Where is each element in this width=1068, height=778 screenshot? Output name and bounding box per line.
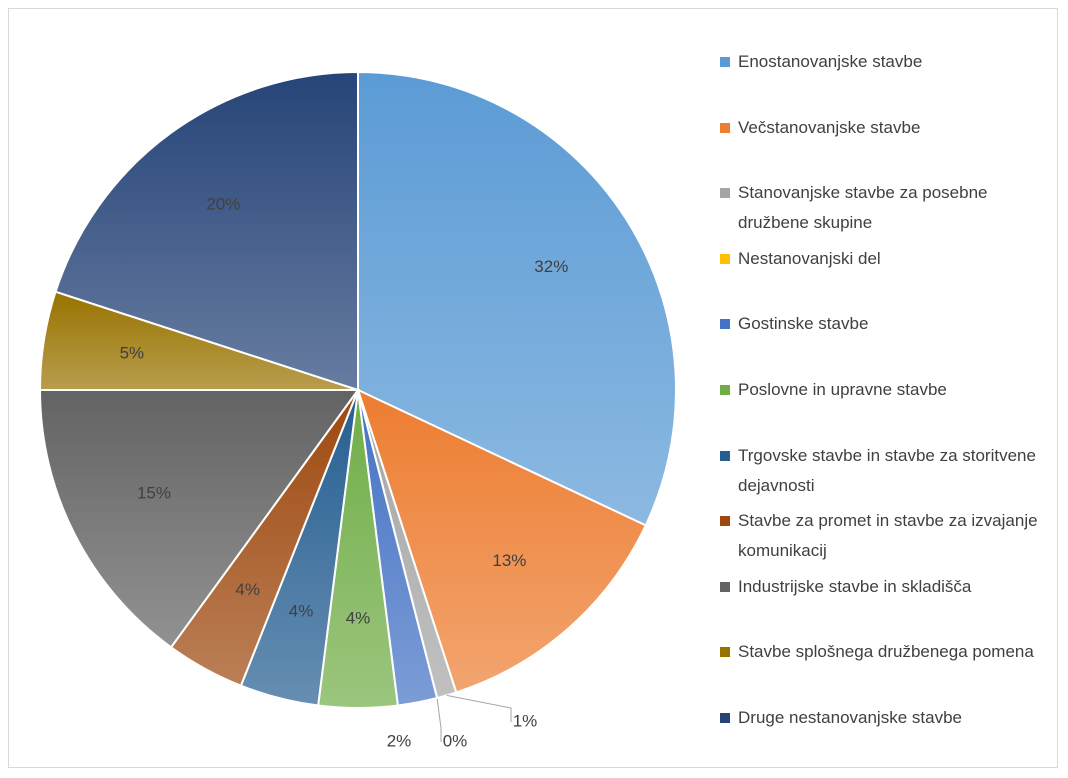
legend-swatch xyxy=(720,319,730,330)
legend-swatch xyxy=(720,57,730,67)
pie-slice xyxy=(54,70,359,392)
legend: Enostanovanjske stavbe Večstanovanjske st… xyxy=(718,47,1048,769)
legend-swatch xyxy=(720,581,730,592)
data-label: 13% xyxy=(492,551,526,570)
legend-label: Gostinske stavbe xyxy=(738,314,869,334)
legend-label: Stavbe za promet in stavbe za izvajanje … xyxy=(738,511,1038,561)
legend-item: Stavbe za promet in stavbe za izvajanje … xyxy=(718,506,1048,572)
data-label: 0% xyxy=(443,731,468,750)
legend-swatch xyxy=(720,122,730,133)
data-label: 15% xyxy=(137,483,171,502)
legend-item: Stanovanjske stavbe za posebne družbene … xyxy=(718,178,1048,244)
legend-label: Stavbe splošnega družbenega pomena xyxy=(738,642,1034,662)
data-label: 1% xyxy=(513,711,538,730)
data-label: 4% xyxy=(235,580,260,599)
data-label: 20% xyxy=(206,194,240,213)
legend-swatch xyxy=(720,384,730,395)
legend-item: Gostinske stavbe xyxy=(718,309,1048,375)
legend-item: Stavbe splošnega družbenega pomena xyxy=(718,637,1048,703)
legend-label: Večstanovanjske stavbe xyxy=(738,117,921,137)
legend-item: Druge nestanovanjske stavbe xyxy=(718,703,1048,769)
chart-frame xyxy=(8,8,1058,768)
legend-label: Stanovanjske stavbe za posebne družbene … xyxy=(738,183,988,233)
legend-label: Industrijske stavbe in skladišča xyxy=(738,576,972,596)
legend-swatch xyxy=(720,253,730,264)
legend-swatch xyxy=(720,647,730,658)
legend-swatch xyxy=(720,450,730,461)
legend-item: Trgovske stavbe in stavbe za storitvene … xyxy=(718,441,1048,507)
leader-line xyxy=(436,697,442,742)
data-label: 5% xyxy=(120,344,145,363)
legend-swatch xyxy=(720,188,730,199)
legend-item: Nestanovanjski del xyxy=(718,244,1048,310)
pie-slice xyxy=(357,70,677,527)
legend-label: Trgovske stavbe in stavbe za storitvene … xyxy=(738,445,1036,495)
legend-item: Industrijske stavbe in skladišča xyxy=(718,572,1048,638)
legend-label: Enostanovanjske stavbe xyxy=(738,52,923,71)
data-label: 2% xyxy=(387,731,412,750)
data-label: 4% xyxy=(346,608,371,627)
legend-label: Poslovne in upravne stavbe xyxy=(738,379,947,399)
pie-slice xyxy=(38,389,360,649)
legend-item: Enostanovanjske stavbe xyxy=(718,47,1048,113)
legend-label: Druge nestanovanjske stavbe xyxy=(738,707,962,727)
legend-item: Poslovne in upravne stavbe xyxy=(718,375,1048,441)
legend-swatch xyxy=(720,516,730,527)
data-label: 32% xyxy=(534,257,568,276)
pie-slice xyxy=(356,388,648,694)
leader-line xyxy=(446,694,512,722)
legend-swatch xyxy=(720,712,730,723)
legend-label: Nestanovanjski del xyxy=(738,248,881,268)
data-label: 4% xyxy=(289,601,314,620)
legend-item: Večstanovanjske stavbe xyxy=(718,113,1048,179)
